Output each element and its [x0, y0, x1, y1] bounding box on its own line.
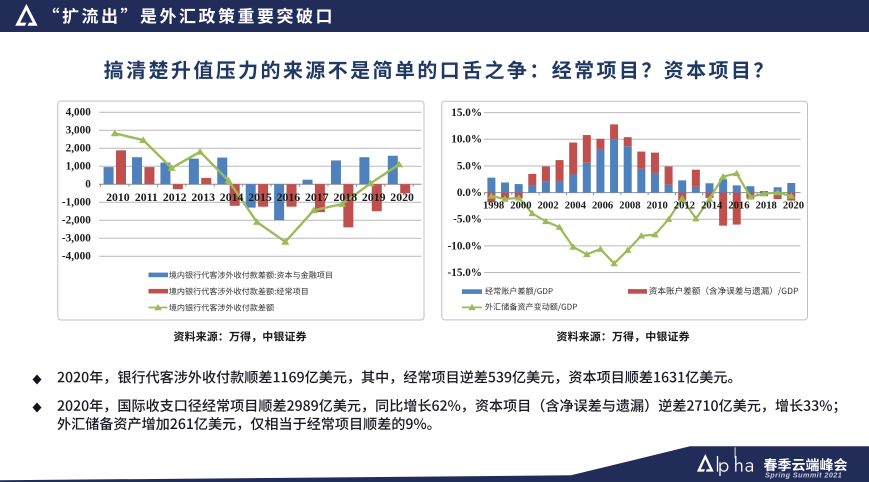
- svg-text:2010: 2010: [106, 190, 130, 204]
- svg-text:2020: 2020: [390, 190, 414, 204]
- svg-text:2017: 2017: [305, 190, 329, 204]
- svg-text:-4,000: -4,000: [62, 251, 91, 263]
- svg-text:5.0%: 5.0%: [457, 160, 482, 172]
- svg-text:3,000: 3,000: [66, 125, 92, 137]
- svg-text:2015: 2015: [248, 190, 272, 204]
- svg-text:4,000: 4,000: [66, 107, 92, 119]
- svg-text:2014: 2014: [701, 200, 723, 211]
- svg-text:-2,000: -2,000: [62, 215, 91, 227]
- svg-text:-5.0%: -5.0%: [453, 214, 482, 226]
- svg-text:2,000: 2,000: [66, 143, 92, 155]
- svg-text:-3,000: -3,000: [62, 233, 91, 245]
- svg-text:2020: 2020: [783, 200, 804, 211]
- svg-text:2004: 2004: [565, 200, 587, 211]
- svg-text:Spring Summit 2021: Spring Summit 2021: [765, 471, 842, 480]
- svg-text:2002: 2002: [538, 200, 559, 211]
- svg-text:2019: 2019: [362, 190, 386, 204]
- svg-text:2018: 2018: [756, 200, 777, 211]
- svg-text:2010: 2010: [647, 200, 668, 211]
- svg-text:2000: 2000: [510, 200, 531, 211]
- svg-text:2016: 2016: [728, 200, 749, 211]
- svg-text:10.0%: 10.0%: [451, 134, 482, 146]
- svg-text:2006: 2006: [592, 200, 613, 211]
- svg-text:-1,000: -1,000: [62, 197, 91, 209]
- svg-text:0.0%: 0.0%: [457, 187, 482, 199]
- svg-text:1,000: 1,000: [66, 161, 92, 173]
- svg-text:2012: 2012: [163, 190, 187, 204]
- svg-text:2013: 2013: [191, 190, 215, 204]
- svg-text:2014: 2014: [220, 190, 244, 204]
- svg-text:1998: 1998: [483, 200, 504, 211]
- svg-text:-10.0%: -10.0%: [448, 240, 483, 252]
- svg-text:-15.0%: -15.0%: [448, 267, 483, 279]
- svg-text:2008: 2008: [619, 200, 640, 211]
- svg-text:2016: 2016: [277, 190, 301, 204]
- svg-text:2012: 2012: [674, 200, 695, 211]
- svg-text:2011: 2011: [135, 190, 158, 204]
- svg-text:15.0%: 15.0%: [451, 107, 482, 119]
- svg-text:2018: 2018: [334, 190, 358, 204]
- svg-text:0: 0: [85, 179, 91, 191]
